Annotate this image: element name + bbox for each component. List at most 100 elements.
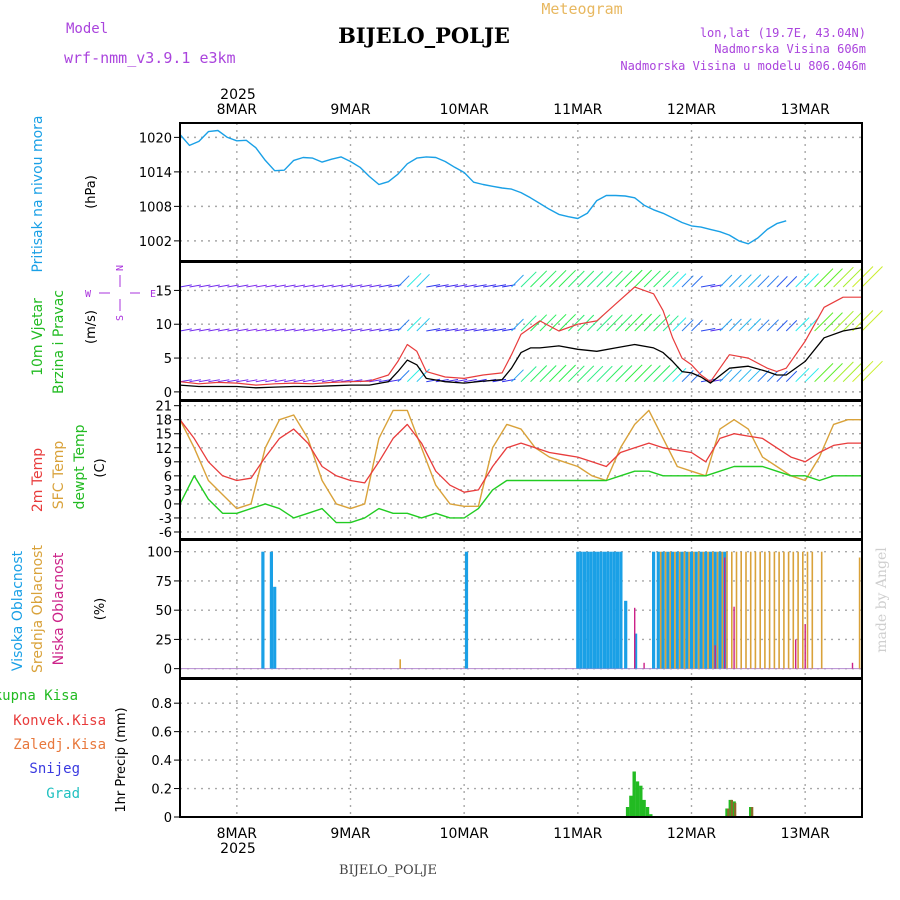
wind-barb [312, 284, 325, 288]
dewpt-line [179, 465, 862, 524]
precip-labels: Ukupna Kisa Konvek.Kisa Zaledj.Kisa Snij… [0, 688, 129, 813]
high-cloud-bar [680, 551, 684, 669]
bottom-date-label: 10MAR [440, 826, 489, 842]
mid-cloud-bar [674, 551, 676, 669]
wind-barb [586, 271, 604, 288]
wind-barb [624, 269, 643, 288]
frozen-precip-label: Zaledj.Kisa [13, 737, 106, 753]
wind-barb [189, 379, 201, 383]
wind-barb [208, 328, 220, 332]
total-precip-bar [629, 795, 633, 817]
top-date-label: 11MAR [553, 102, 602, 118]
mid-cloud-bar [664, 551, 667, 669]
wind-barb [729, 369, 742, 383]
wind-barb [388, 328, 402, 332]
top-year-label: 2025 [220, 87, 256, 103]
wind-barb [549, 269, 567, 288]
wind-barb [322, 379, 334, 383]
cloud-unit: (%) [93, 598, 108, 621]
wind-barb [416, 273, 430, 288]
wind-barb [776, 320, 788, 332]
high-cloud-bar [464, 551, 469, 669]
wind-barb [653, 314, 671, 332]
wind-barb [747, 274, 762, 288]
wind-barb [227, 379, 239, 383]
compass-e-label: E [150, 289, 156, 300]
mid-cloud-bar [702, 551, 705, 669]
temp-border [179, 400, 863, 540]
mid-cloud-bar [683, 551, 686, 669]
temp-ytick-label: 9 [164, 456, 172, 471]
mid-cloud-bar [716, 551, 719, 669]
wind-barb [189, 328, 201, 332]
wind-barb [445, 284, 459, 288]
station-footer: BIJELO_POLJE [339, 863, 437, 878]
high-cloud-bar [269, 551, 273, 669]
cloud-ytick-label: 75 [155, 575, 172, 590]
high-cloud-bar [576, 551, 580, 669]
cloud-ytick-label: 25 [155, 633, 172, 648]
high-cloud-bar [689, 551, 694, 669]
mid-cloud-bar [721, 551, 724, 669]
mid-cloud-bar [858, 557, 861, 669]
temp-ytick-label: -3 [159, 512, 172, 527]
wind-barb [747, 368, 762, 383]
wind-barb [539, 270, 557, 288]
wind-barb [454, 379, 468, 383]
high-cloud-bar [685, 551, 689, 669]
low-cloud-bar [733, 606, 735, 669]
model-elevation-info: Nadmorska Visina u modelu 806.046m [620, 59, 866, 73]
wind-barb [558, 364, 576, 383]
wind-barb [596, 315, 613, 332]
high-cloud-bar [634, 633, 638, 669]
mid-cloud-bar [792, 551, 795, 669]
wind-labels: 10m Vjetar Brzina i Pravac (m/s) W E N S [30, 265, 156, 394]
wind-barb [331, 284, 344, 288]
wind-barb [246, 284, 258, 288]
wind-barb [634, 364, 652, 383]
conv-precip-bar [730, 799, 733, 817]
cloud-ytick-label: 100 [147, 546, 172, 561]
wind-barb [331, 379, 344, 383]
model-label: Model [66, 21, 108, 37]
wind-barb [511, 369, 524, 383]
wind-barb [293, 379, 306, 383]
wind-barb [861, 360, 883, 383]
wind-barb [198, 379, 211, 383]
wind-barb [549, 313, 567, 332]
wind-barb [729, 274, 742, 288]
wind-barb [738, 318, 752, 332]
precip-ytick-label: 0.8 [151, 697, 172, 712]
conv-precip-label: Konvek.Kisa [13, 713, 106, 729]
wind-barb [303, 284, 315, 288]
wind-barb [861, 266, 883, 288]
low-cloud-bar [714, 645, 716, 669]
wind-barb [208, 284, 220, 288]
high-cloud-bar [704, 551, 708, 669]
wind-barb [691, 319, 703, 332]
pressure-ytick-label: 1008 [139, 200, 172, 215]
wind-barb [397, 370, 410, 383]
high-cloud-bar [656, 551, 660, 669]
top-date-label: 10MAR [440, 102, 489, 118]
wind-barb [710, 328, 723, 332]
wind-barb [823, 363, 843, 383]
elevation-info: Nadmorska Visina 606m [714, 42, 866, 56]
high-cloud-bar [661, 551, 665, 669]
wind-barb [804, 273, 819, 288]
wind-barb [624, 364, 643, 383]
wind-barb [265, 328, 277, 332]
wind-barb [483, 328, 497, 332]
low-cloud-bar [851, 662, 854, 669]
high-cloud-bar [652, 551, 656, 669]
wind-barb [700, 328, 716, 332]
high-cloud-bar [589, 551, 593, 669]
wind-speed-line [179, 326, 863, 389]
wind-barb [785, 276, 798, 288]
wind-barb [293, 328, 306, 332]
total-precip-bar [639, 785, 643, 817]
high-cloud-bar [273, 586, 277, 669]
mid-cloud-bar [688, 551, 690, 669]
